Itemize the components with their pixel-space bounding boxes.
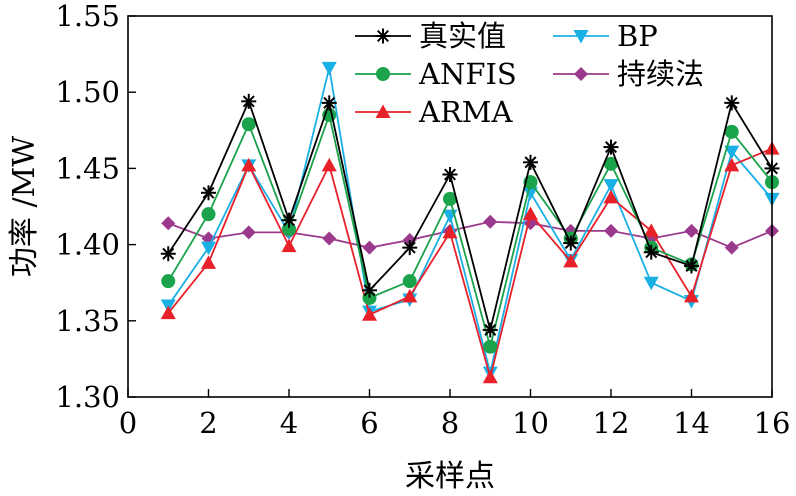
data-point	[643, 244, 659, 260]
data-point	[402, 274, 417, 289]
data-point	[201, 207, 216, 222]
data-point	[724, 157, 740, 172]
legend-item: BP	[553, 19, 658, 53]
y-tick-label: 1.40	[55, 228, 120, 262]
legend-label: 持续法	[617, 57, 704, 91]
data-point	[643, 276, 659, 291]
x-tick-label: 10	[512, 406, 549, 440]
data-point	[603, 139, 619, 155]
series-line	[167, 67, 773, 373]
data-point	[281, 238, 297, 253]
series-2	[161, 108, 779, 354]
legend-item: ANFIS	[355, 57, 517, 91]
data-point	[523, 206, 538, 221]
plot-area	[160, 61, 780, 384]
data-point	[482, 369, 498, 384]
series-line	[167, 147, 773, 381]
legend-label: BP	[617, 19, 658, 53]
series-1	[160, 93, 780, 338]
data-point	[724, 124, 739, 139]
x-tick-label: 4	[280, 406, 298, 440]
legend-swatch-marker	[375, 104, 391, 118]
x-tick-label: 0	[119, 406, 137, 440]
x-tick-label: 14	[673, 406, 710, 440]
y-tick-label: 1.35	[55, 304, 120, 338]
data-point	[603, 189, 619, 204]
y-tick-label: 1.55	[55, 0, 120, 33]
data-point	[563, 253, 579, 268]
legend-item: 真实值	[355, 19, 506, 53]
data-point	[442, 166, 458, 182]
data-point	[362, 240, 377, 255]
data-point	[402, 240, 418, 256]
data-point	[684, 288, 699, 303]
data-point	[724, 95, 740, 111]
data-point	[483, 339, 498, 354]
data-point	[482, 322, 498, 338]
legend-swatch-marker	[376, 67, 390, 81]
x-tick-label: 8	[441, 406, 459, 440]
data-point	[281, 212, 297, 228]
data-point	[161, 274, 176, 289]
data-point	[523, 186, 538, 201]
series-line	[167, 220, 773, 249]
legend-item: 持续法	[553, 57, 704, 91]
data-point	[321, 157, 337, 172]
legend: 真实值 ANFIS ARMA BP 持续法	[355, 19, 704, 129]
legend-label: 真实值	[419, 19, 506, 53]
series-line	[167, 111, 773, 351]
legend-swatch-marker	[375, 28, 391, 44]
data-point	[362, 282, 377, 298]
x-tick-label: 16	[754, 406, 791, 440]
x-tick-label: 6	[360, 406, 378, 440]
data-point	[483, 214, 498, 229]
series-3	[160, 141, 780, 384]
data-point	[322, 231, 337, 246]
data-point	[603, 179, 619, 193]
y-tick-label: 1.30	[55, 380, 120, 414]
y-tick-label: 1.45	[55, 151, 120, 185]
legend-label: ARMA	[418, 95, 513, 129]
data-point	[241, 225, 256, 240]
legend-item: ARMA	[355, 95, 513, 129]
data-point	[724, 240, 739, 255]
x-tick-label: 2	[199, 406, 217, 440]
y-tick-label: 1.50	[55, 75, 120, 109]
data-point	[523, 154, 538, 170]
data-point	[402, 288, 418, 303]
data-point	[442, 224, 458, 239]
data-point	[362, 307, 377, 321]
axes: 1.30 1.35 1.40 1.45 1.50 1.55 0 2 4 6 8 10 12 14 16	[55, 0, 790, 440]
data-point	[724, 145, 740, 160]
data-point	[241, 157, 257, 172]
data-point	[563, 235, 579, 251]
data-point	[160, 305, 176, 320]
data-point	[241, 117, 256, 132]
legend-label: ANFIS	[418, 57, 517, 91]
data-point	[201, 241, 216, 256]
data-point	[201, 255, 216, 269]
data-point	[201, 185, 216, 201]
data-point	[321, 95, 337, 111]
series-line	[167, 98, 773, 331]
data-point	[241, 93, 257, 109]
x-axis-title: 采样点	[405, 459, 495, 494]
data-point	[161, 216, 176, 231]
data-point	[684, 258, 699, 274]
data-point	[643, 223, 659, 237]
data-point	[684, 223, 699, 238]
legend-swatch-marker	[574, 67, 588, 81]
data-point	[160, 246, 176, 262]
x-tick-label: 12	[593, 406, 630, 440]
data-point	[604, 223, 618, 238]
data-point	[321, 61, 337, 76]
legend-swatch-marker	[573, 30, 589, 44]
y-axis-title: 功率 /MW	[7, 136, 42, 277]
